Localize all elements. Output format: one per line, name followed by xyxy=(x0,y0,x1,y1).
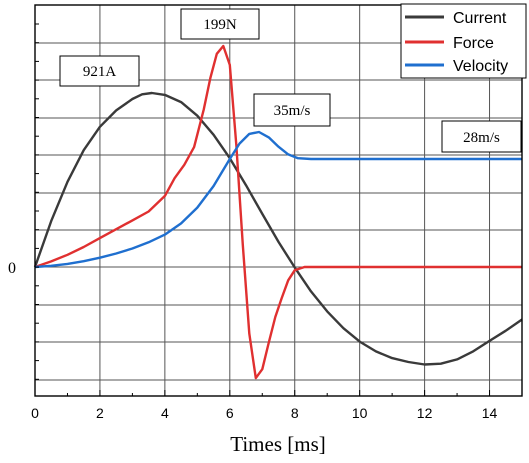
annotation-current-peak: 921A xyxy=(59,55,140,87)
x-axis-title: Times [ms] xyxy=(230,432,326,456)
series-line-current xyxy=(33,91,523,366)
x-tick-label: 8 xyxy=(291,405,299,421)
legend-label-force: Force xyxy=(453,35,494,52)
annotation-current-peak-label: 921A xyxy=(83,64,117,80)
annotation-force-peak: 199N xyxy=(180,8,260,40)
annotation-force-peak-label: 199N xyxy=(203,17,237,33)
legend-label-velocity: Velocity xyxy=(453,58,508,75)
series-line-force xyxy=(34,44,522,380)
annotation-velocity-peak-label: 35m/s xyxy=(274,103,311,119)
annotation-velocity-peak: 35m/s xyxy=(253,93,331,127)
x-tick-label: 2 xyxy=(96,405,104,421)
x-axis-ticks: 0 2 4 6 8 10 12 14 xyxy=(31,390,523,421)
x-tick-label: 6 xyxy=(226,405,234,421)
legend-label-current: Current xyxy=(453,10,507,27)
x-tick-label: 12 xyxy=(417,405,433,421)
series-lines xyxy=(33,44,523,380)
series-line-velocity xyxy=(34,130,522,269)
annotation-velocity-steady: 28m/s xyxy=(441,120,522,153)
annotation-velocity-steady-label: 28m/s xyxy=(463,130,500,146)
x-tick-label: 0 xyxy=(31,405,39,421)
x-tick-label: 14 xyxy=(482,405,498,421)
legend: Current Force Velocity xyxy=(400,3,527,79)
y-zero-label: 0 xyxy=(8,260,16,277)
x-tick-label: 4 xyxy=(161,405,169,421)
x-tick-label: 10 xyxy=(352,405,368,421)
y-axis-ticks xyxy=(35,23,39,380)
plot-frame xyxy=(34,4,523,397)
